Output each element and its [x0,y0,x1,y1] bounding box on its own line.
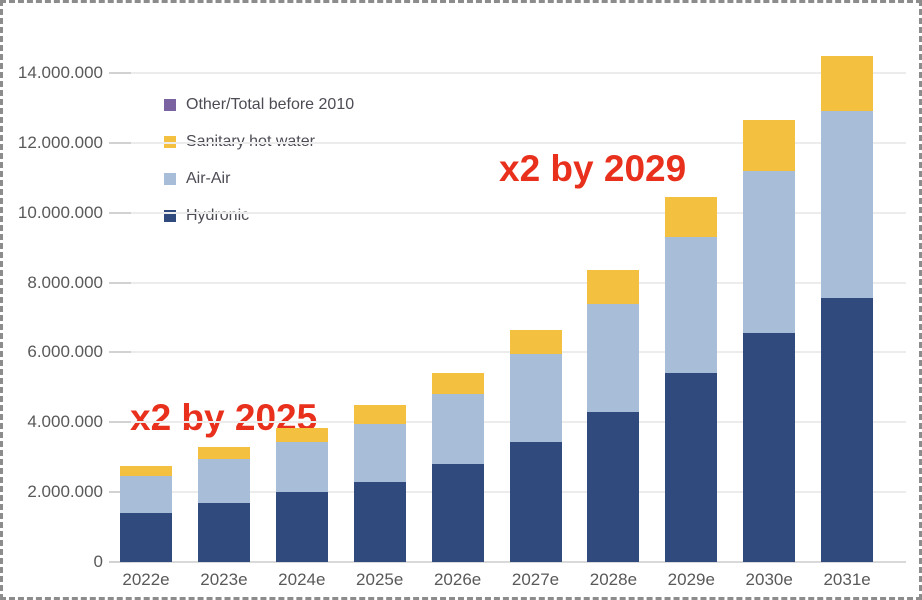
y-gridline [111,211,906,214]
bar-segment-air-air [353,424,406,482]
bar-segment-sanitary-hot-water [743,120,796,171]
legend-item-air-air: Air-Air [164,170,354,187]
x-tick-label: 2022e [122,570,170,589]
chart-legend: Other/Total before 2010 Sanitary hot wat… [164,96,355,245]
y-tick-label: 0 [93,552,103,571]
y-tick-mark [109,421,131,424]
y-tick-label: 10.000.000 [17,202,103,222]
y-tick-mark [109,72,131,74]
bar-segment-air-air [431,394,484,465]
bar-segment-air-air [275,441,328,493]
x-tick-label: 2023e [200,570,248,589]
bar-2025e [353,3,406,562]
y-tick-mark [109,561,131,563]
bar-segment-hydronic [431,464,484,562]
y-tick-mark [109,211,131,214]
bar-segment-hydronic [587,411,640,562]
bar-segment-sanitary-hot-water [353,404,406,425]
bar-2024e [275,3,328,562]
bar-segment-sanitary-hot-water [275,427,328,442]
x-tick-label: 2025e [356,570,404,589]
x-tick-label: 2024e [278,570,326,589]
y-gridline [111,351,906,354]
legend-swatch-other-icon [164,99,176,111]
bar-2023e [197,3,250,562]
x-tick-label: 2027e [511,570,560,589]
legend-label-hydronic: Hydronic [186,207,250,224]
y-gridline [111,421,906,424]
bar-segment-sanitary-hot-water [197,446,250,459]
y-tick-label: 12.000.000 [17,132,103,152]
bar-segment-hydronic [743,333,796,562]
y-tick-label: 14.000.000 [17,63,103,82]
x-tick-label: 2031e [823,570,871,589]
x-tick-label: 2026e [433,570,482,589]
y-gridline [111,72,906,74]
bar-segment-hydronic [197,502,250,562]
bar-2028e [587,3,640,562]
y-gridline [111,561,906,563]
y-tick-label: 6.000.000 [27,342,103,362]
bar-segment-air-air [197,458,250,503]
bar-segment-sanitary-hot-water [821,55,874,112]
bar-segment-sanitary-hot-water [120,465,172,477]
bar-segment-sanitary-hot-water [509,329,562,355]
bar-segment-hydronic [275,492,328,562]
bar-2031e [821,3,874,562]
y-tick-label: 2.000.000 [27,482,103,502]
bar-2030e [743,3,796,562]
legend-label-other: Other/Total before 2010 [186,96,355,113]
y-tick-mark [109,141,131,144]
bar-segment-air-air [665,237,718,374]
x-tick-label: 2028e [589,570,638,589]
bar-segment-hydronic [821,298,874,562]
y-gridline [111,141,906,144]
y-tick-label: 4.000.000 [27,412,103,432]
legend-item-other: Other/Total before 2010 [164,96,355,113]
bar-segment-air-air [120,476,172,514]
bar-2026e [431,3,484,562]
bar-segment-sanitary-hot-water [665,197,718,238]
legend-swatch-air-air-icon [164,173,176,185]
bar-segment-hydronic [353,481,406,562]
bar-2029e [665,3,718,562]
y-tick-mark [109,281,131,284]
x-tick-label: 2029e [667,570,715,589]
y-gridline [111,281,906,284]
bar-2022e [120,3,172,562]
bar-segment-sanitary-hot-water [587,270,640,304]
bar-segment-air-air [587,303,640,412]
annotation-x2-by-2029: x2 by 2029 [499,148,687,189]
bar-segment-hydronic [120,513,172,562]
y-gridline [111,491,906,494]
bar-segment-air-air [821,111,874,299]
x-tick-label: 2030e [745,570,793,589]
bar-segment-air-air [743,170,796,334]
bar-segment-hydronic [665,373,718,562]
bar-segment-hydronic [509,441,562,562]
bar-segment-sanitary-hot-water [431,373,484,395]
bar-2027e [509,3,562,562]
legend-label-sanitary-hot-water: Sanitary hot water [186,133,315,151]
legend-label-air-air: Air-Air [186,170,231,187]
y-tick-mark [109,351,131,354]
y-tick-label: 8.000.000 [27,272,103,292]
bar-segment-air-air [509,354,562,442]
